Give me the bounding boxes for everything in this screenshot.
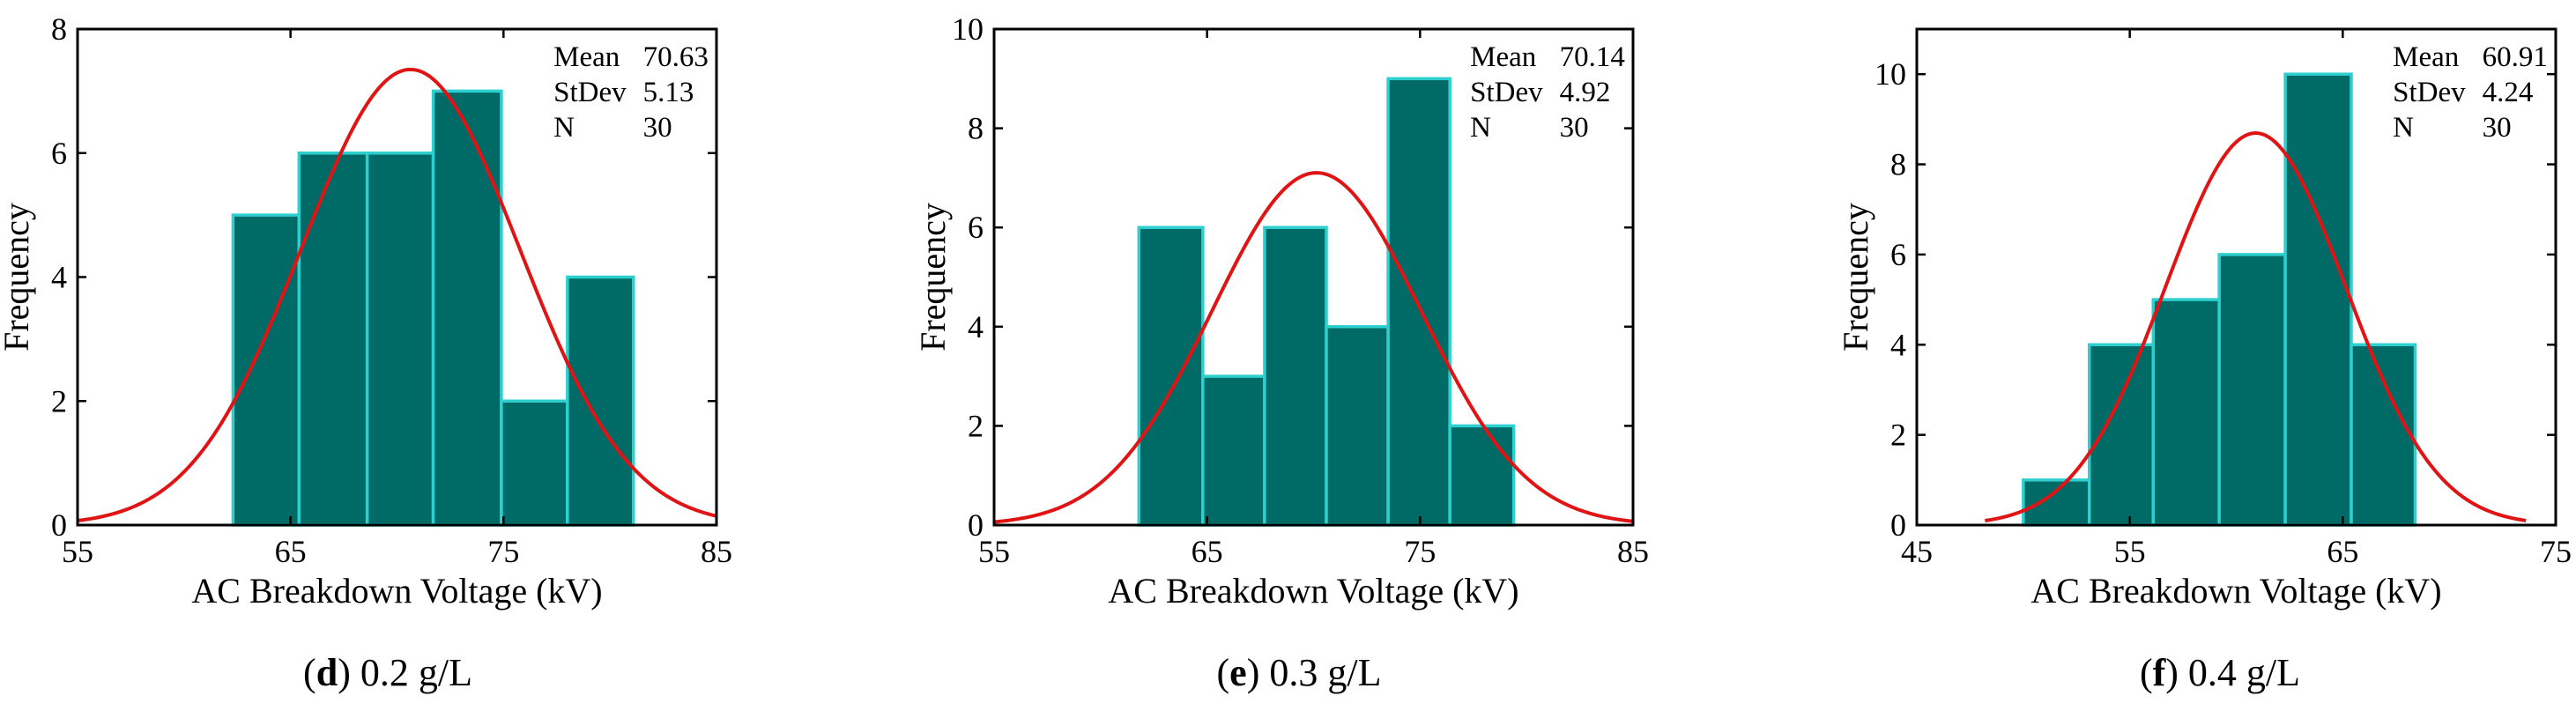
x-tick-label: 75 xyxy=(1404,534,1436,569)
stats-label: StDev xyxy=(1470,77,1543,108)
x-tick-label: 85 xyxy=(1617,534,1649,569)
histogram-bar xyxy=(1137,226,1205,527)
histogram-bar xyxy=(2151,298,2221,527)
x-tick-label: 55 xyxy=(978,534,1010,569)
stats-label: Mean xyxy=(1470,41,1536,73)
histogram-bar xyxy=(566,275,635,527)
y-axis-label: Frequency xyxy=(0,203,36,352)
y-tick-label: 4 xyxy=(1890,327,1906,362)
y-tick-label: 0 xyxy=(51,507,67,543)
stats-value: 30 xyxy=(643,112,672,144)
panel-caption: (f) 0.4 g/L xyxy=(2140,651,2300,694)
caption-text: 0.4 g/L xyxy=(2179,651,2300,694)
x-tick-label: 65 xyxy=(1191,534,1223,569)
y-tick-label: 2 xyxy=(1890,418,1906,453)
caption-letter: d xyxy=(316,651,338,694)
chart-panel-d: 55 65 75 85 0 2 4 6 8 AC Breakdown Voltage (kV) Fr… xyxy=(0,11,732,694)
caption-paren: ) xyxy=(338,651,351,694)
histogram-bar xyxy=(1448,424,1516,527)
y-tick-label: 8 xyxy=(968,111,984,146)
stats-value: 30 xyxy=(2483,112,2512,144)
y-tick-label: 4 xyxy=(968,309,984,344)
histogram-bar xyxy=(2217,253,2287,527)
x-tick-label: 55 xyxy=(62,534,93,569)
stats-value: 4.24 xyxy=(2483,77,2534,108)
x-tick-label: 65 xyxy=(2327,534,2358,569)
stats-label: StDev xyxy=(2393,77,2466,108)
histogram-bar xyxy=(431,89,503,527)
histogram-bar xyxy=(1263,226,1328,527)
stats-label: N xyxy=(553,112,575,144)
panel-caption: (d) 0.2 g/L xyxy=(303,651,472,694)
caption-letter: f xyxy=(2153,651,2167,694)
histogram-bar xyxy=(297,152,369,527)
x-axis-label: AC Breakdown Voltage (kV) xyxy=(191,571,602,611)
axes-frame xyxy=(1915,27,2557,527)
y-tick-label: 8 xyxy=(51,11,67,47)
histogram-bar xyxy=(1386,77,1451,527)
y-tick-label: 6 xyxy=(51,136,67,171)
caption-text: 0.2 g/L xyxy=(351,651,472,694)
stats-label: N xyxy=(1470,112,1491,144)
normal-fit-curve xyxy=(993,171,1634,524)
stats-label: Mean xyxy=(2393,41,2459,73)
normal-fit-curve xyxy=(77,67,717,522)
histogram-bar xyxy=(1201,374,1266,527)
x-tick-label: 65 xyxy=(275,534,307,569)
histogram-bar xyxy=(2022,478,2091,527)
stats-label: Mean xyxy=(553,41,620,73)
caption-paren: ( xyxy=(2140,651,2153,694)
x-tick-label: 75 xyxy=(487,534,519,569)
stats-value: 70.63 xyxy=(643,41,709,73)
stats-value: 4.92 xyxy=(1560,77,1611,108)
y-tick-label: 2 xyxy=(968,408,984,443)
caption-text: 0.3 g/L xyxy=(1259,651,1381,694)
normal-fit-curve xyxy=(1985,131,2527,522)
caption-paren: ( xyxy=(1217,651,1230,694)
y-tick-label: 10 xyxy=(952,11,984,47)
stats-label: N xyxy=(2393,112,2414,144)
caption-paren: ( xyxy=(303,651,316,694)
chart-panel-e: 55 65 75 85 0 2 4 6 8 10 AC Breakdown Voltage (kV)… xyxy=(913,11,1649,694)
y-tick-label: 6 xyxy=(968,210,984,245)
stats-value: 60.91 xyxy=(2483,41,2548,73)
y-tick-label: 2 xyxy=(51,383,67,418)
caption-paren: ) xyxy=(2165,651,2179,694)
y-axis-label: Frequency xyxy=(913,203,953,352)
y-tick-label: 4 xyxy=(51,260,67,295)
y-tick-label: 8 xyxy=(1890,147,1906,182)
y-tick-label: 6 xyxy=(1890,237,1906,272)
x-tick-label: 45 xyxy=(1901,534,1933,569)
histogram-bar xyxy=(2283,72,2353,527)
y-axis-label: Frequency xyxy=(1836,203,1875,352)
x-axis-label: AC Breakdown Voltage (kV) xyxy=(1108,571,1518,611)
axes-frame xyxy=(992,27,1635,527)
histogram-bar xyxy=(500,399,569,527)
caption-paren: ) xyxy=(1247,651,1260,694)
y-tick-label: 0 xyxy=(1890,507,1906,543)
histogram-bar xyxy=(365,152,435,527)
x-tick-label: 55 xyxy=(2114,534,2146,569)
stats-label: StDev xyxy=(553,77,627,108)
stats-value: 30 xyxy=(1560,112,1589,144)
x-axis-label: AC Breakdown Voltage (kV) xyxy=(2030,571,2441,611)
chart-panel-f: 45 55 65 75 0 2 4 6 8 10 AC Breakdown Voltage (kV)… xyxy=(1836,27,2572,694)
x-tick-label: 85 xyxy=(701,534,732,569)
histogram-bar xyxy=(231,213,301,527)
panel-caption: (e) 0.3 g/L xyxy=(1217,651,1382,694)
histogram-bar xyxy=(1325,325,1390,527)
histogram-bar xyxy=(2350,343,2417,527)
caption-letter: e xyxy=(1229,651,1247,694)
stats-value: 5.13 xyxy=(643,77,694,108)
x-tick-label: 75 xyxy=(2540,534,2572,569)
y-tick-label: 0 xyxy=(968,507,984,543)
stats-value: 70.14 xyxy=(1560,41,1625,73)
y-tick-label: 10 xyxy=(1874,56,1906,92)
